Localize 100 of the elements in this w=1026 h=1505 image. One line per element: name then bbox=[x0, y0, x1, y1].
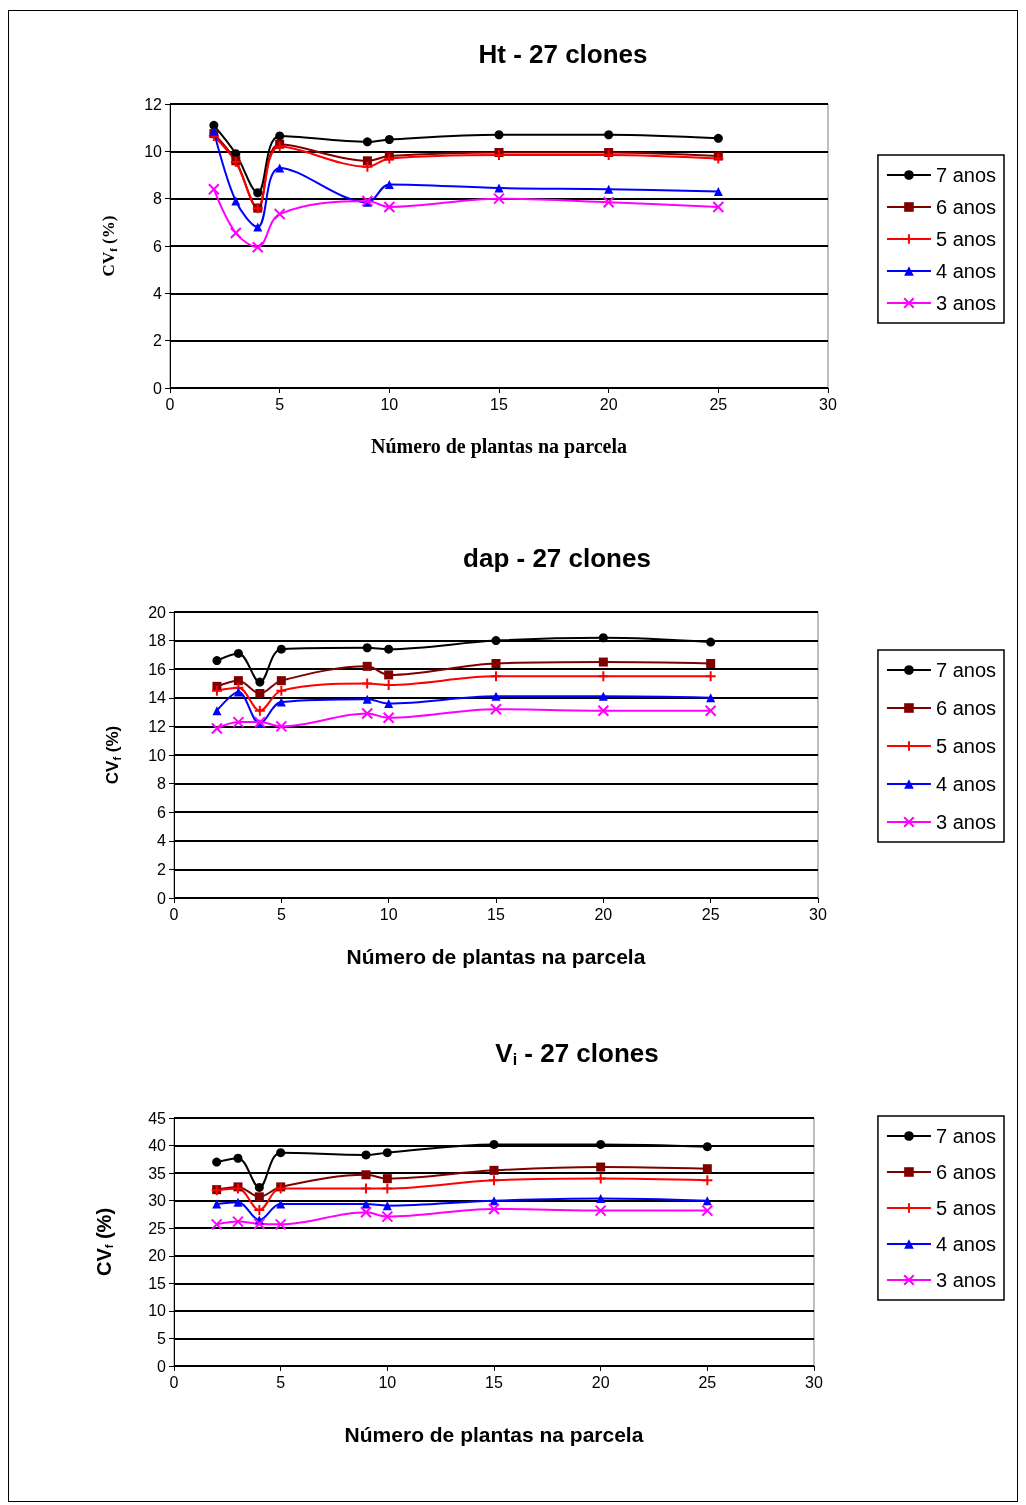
x-axis-title: Número de plantas na parcela bbox=[371, 435, 627, 458]
y-axis-title: CVf (%) bbox=[103, 725, 123, 785]
legend-label: 7 anos bbox=[935, 659, 997, 681]
point bbox=[488, 1174, 500, 1187]
point bbox=[229, 226, 242, 239]
point bbox=[489, 1139, 499, 1149]
point bbox=[490, 703, 502, 716]
point bbox=[382, 1148, 392, 1158]
point bbox=[598, 657, 608, 667]
y-tick-label: 40 bbox=[148, 1137, 167, 1155]
point bbox=[489, 1196, 499, 1206]
point bbox=[361, 1199, 371, 1209]
chart-title: Vi - 27 clones bbox=[495, 1038, 659, 1068]
point bbox=[701, 1204, 714, 1217]
point bbox=[597, 670, 610, 683]
point bbox=[489, 1165, 499, 1175]
x-tick-label: 30 bbox=[805, 1373, 823, 1391]
point bbox=[360, 1182, 372, 1195]
point bbox=[276, 644, 286, 654]
point bbox=[254, 1192, 264, 1202]
point bbox=[232, 716, 245, 729]
x-tick-label: 30 bbox=[809, 905, 827, 923]
point bbox=[275, 684, 288, 697]
y-tick-label: 0 bbox=[157, 1357, 167, 1375]
point bbox=[361, 707, 374, 720]
point bbox=[382, 1201, 392, 1211]
point bbox=[596, 1193, 606, 1203]
point bbox=[362, 156, 372, 166]
x-tick-label: 0 bbox=[169, 905, 179, 923]
x-tick-label: 10 bbox=[378, 1373, 397, 1391]
x-tick-label: 25 bbox=[698, 1373, 717, 1391]
point bbox=[361, 1150, 371, 1160]
point bbox=[275, 720, 288, 733]
point bbox=[597, 704, 610, 717]
x-tick-label: 15 bbox=[485, 1373, 503, 1391]
point bbox=[702, 1196, 712, 1206]
point bbox=[253, 1217, 266, 1230]
point bbox=[604, 130, 614, 140]
point bbox=[702, 1164, 712, 1174]
point bbox=[604, 184, 614, 194]
point bbox=[362, 661, 372, 671]
chart-title: Ht - 27 clones bbox=[478, 39, 648, 69]
point bbox=[361, 160, 374, 173]
point bbox=[254, 1182, 264, 1192]
y-tick-label: 10 bbox=[148, 1302, 167, 1320]
legend-label: 7 anos bbox=[935, 164, 997, 186]
point bbox=[712, 200, 725, 213]
point bbox=[491, 658, 501, 668]
legend-label: 6 anos bbox=[935, 196, 997, 218]
point bbox=[233, 687, 243, 697]
x-tick-label: 10 bbox=[380, 395, 399, 413]
point bbox=[713, 133, 723, 143]
point bbox=[493, 192, 505, 205]
x-tick-label: 20 bbox=[591, 1373, 610, 1391]
point bbox=[706, 637, 716, 647]
point bbox=[491, 691, 501, 701]
legend-label: 5 anos bbox=[935, 1197, 997, 1219]
point bbox=[361, 1170, 371, 1180]
legend-label: 3 anos bbox=[935, 292, 997, 314]
x-tick-label: 25 bbox=[701, 905, 720, 923]
point bbox=[384, 179, 394, 189]
x-tick-label: 5 bbox=[276, 905, 286, 923]
x-tick-label: 20 bbox=[599, 395, 618, 413]
legend-label: 4 anos bbox=[935, 1233, 997, 1255]
y-tick-label: 25 bbox=[148, 1219, 167, 1237]
y-tick-label: 18 bbox=[148, 632, 167, 650]
point bbox=[490, 670, 502, 683]
point bbox=[713, 187, 723, 197]
point bbox=[494, 183, 504, 193]
point bbox=[602, 196, 615, 209]
x-tick-label: 0 bbox=[169, 1373, 179, 1391]
point bbox=[594, 1204, 607, 1217]
point bbox=[232, 1215, 244, 1228]
point bbox=[383, 152, 396, 165]
point bbox=[381, 1182, 394, 1195]
point bbox=[594, 1172, 607, 1185]
point bbox=[598, 691, 608, 701]
y-tick-label: 6 bbox=[157, 803, 167, 821]
y-tick-label: 12 bbox=[148, 717, 167, 735]
point bbox=[704, 704, 717, 717]
y-tick-label: 6 bbox=[153, 237, 163, 255]
point bbox=[233, 1153, 243, 1163]
point bbox=[255, 677, 265, 687]
y-tick-label: 8 bbox=[157, 775, 167, 793]
legend-label: 6 anos bbox=[935, 697, 997, 719]
point bbox=[253, 704, 266, 717]
point bbox=[361, 677, 374, 690]
y-tick-label: 30 bbox=[148, 1192, 167, 1210]
point bbox=[362, 643, 372, 653]
x-tick-label: 20 bbox=[594, 905, 613, 923]
point bbox=[596, 1162, 606, 1172]
point bbox=[701, 1174, 714, 1187]
point bbox=[273, 140, 286, 153]
y-tick-label: 16 bbox=[148, 660, 167, 678]
chart-title: dap - 27 clones bbox=[463, 543, 651, 573]
x-tick-label: 30 bbox=[819, 395, 837, 413]
point bbox=[384, 135, 394, 144]
y-tick-label: 4 bbox=[153, 284, 163, 302]
y-tick-label: 10 bbox=[144, 142, 163, 160]
point bbox=[381, 1210, 394, 1223]
